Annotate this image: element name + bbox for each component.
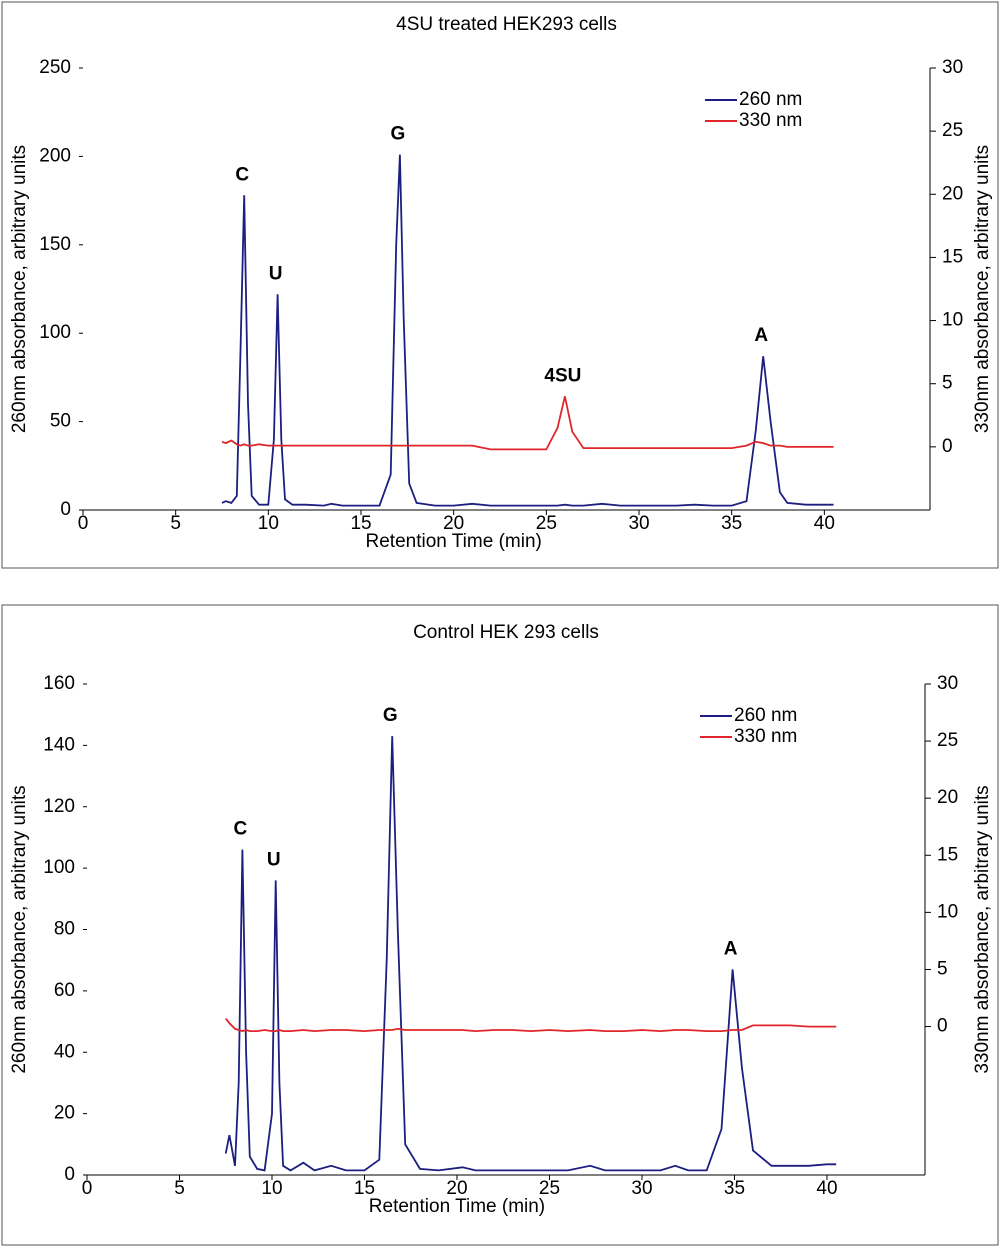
y2-tick-label: 30 (937, 673, 958, 694)
x-tick-label: 25 (539, 1178, 560, 1199)
x-tick-label: 25 (536, 513, 557, 534)
x-tick-label: 0 (78, 513, 89, 534)
y2-tick-label: 25 (937, 730, 958, 751)
x-tick-label: 15 (350, 513, 371, 534)
y2-tick-label: 25 (942, 120, 963, 141)
x-tick-label: 35 (724, 1178, 745, 1199)
peak-label: 4SU (544, 365, 581, 386)
x-tick-label: 40 (816, 1178, 837, 1199)
peak-label: G (383, 705, 398, 726)
peak-label: A (754, 325, 768, 346)
y-tick-label: 160 (43, 673, 75, 694)
y-tick-label: 20 (54, 1103, 75, 1124)
y-tick-label: 250 (39, 57, 71, 78)
y2-tick-label: 0 (942, 436, 953, 457)
series-line (221, 154, 834, 507)
y-tick-label: 200 (39, 145, 71, 166)
peak-label: C (234, 819, 248, 840)
x-axis-label: Retention Time (min) (366, 531, 542, 552)
x-tick-label: 20 (443, 513, 464, 534)
y2-tick-label: 5 (942, 373, 953, 394)
x-tick-label: 5 (170, 513, 181, 534)
y-axis-label: 260nm absorbance, arbitrary units (9, 785, 30, 1073)
y2-tick-label: 15 (937, 844, 958, 865)
y-tick-label: 120 (43, 796, 75, 817)
y-tick-label: 60 (54, 980, 75, 1001)
y2-tick-label: 20 (937, 787, 958, 808)
y-tick-label: 0 (64, 1164, 75, 1185)
y-tick-label: 100 (43, 857, 75, 878)
legend-label: 260 nm (739, 89, 802, 110)
y2-tick-label: 5 (937, 958, 948, 979)
y2-axis-label: 330nm absorbance, arbitrary units (972, 785, 993, 1073)
y2-tick-label: 0 (937, 1016, 948, 1037)
x-tick-label: 10 (258, 513, 279, 534)
panel-frame (1, 604, 999, 1246)
series-line (225, 1018, 837, 1033)
y-axis-label: 260nm absorbance, arbitrary units (9, 145, 30, 433)
legend-label: 330 nm (739, 110, 802, 131)
legend-label: 330 nm (734, 726, 797, 747)
series-line (221, 396, 834, 451)
x-tick-label: 10 (261, 1178, 282, 1199)
series-line (224, 736, 837, 1172)
peak-label: A (724, 938, 738, 959)
chart-title: 4SU treated HEK293 cells (396, 14, 617, 35)
x-tick-label: 40 (814, 513, 835, 534)
y2-axis-label: 330nm absorbance, arbitrary units (972, 145, 993, 433)
peak-label: U (269, 263, 283, 284)
panel-frame (1, 1, 999, 569)
x-tick-label: 0 (82, 1178, 93, 1199)
x-tick-label: 5 (174, 1178, 185, 1199)
y-tick-label: 40 (54, 1041, 75, 1062)
y-tick-label: 80 (54, 919, 75, 940)
y2-tick-label: 30 (942, 57, 963, 78)
chart-title: Control HEK 293 cells (413, 622, 599, 643)
y2-tick-label: 10 (937, 901, 958, 922)
x-tick-label: 35 (721, 513, 742, 534)
x-tick-label: 30 (628, 513, 649, 534)
x-tick-label: 15 (354, 1178, 375, 1199)
x-tick-label: 20 (446, 1178, 467, 1199)
peak-label: C (235, 164, 249, 185)
peak-label: U (267, 849, 281, 870)
x-tick-label: 30 (631, 1178, 652, 1199)
y-tick-label: 100 (39, 322, 71, 343)
legend-label: 260 nm (734, 705, 797, 726)
y-tick-label: 150 (39, 234, 71, 255)
x-axis-label: Retention Time (min) (369, 1196, 545, 1217)
y2-tick-label: 20 (942, 183, 963, 204)
y2-tick-label: 10 (942, 310, 963, 331)
y-tick-label: 50 (50, 411, 71, 432)
peak-label: G (391, 124, 406, 145)
y-tick-label: 0 (60, 499, 71, 520)
y2-tick-label: 15 (942, 246, 963, 267)
y-tick-label: 140 (43, 734, 75, 755)
